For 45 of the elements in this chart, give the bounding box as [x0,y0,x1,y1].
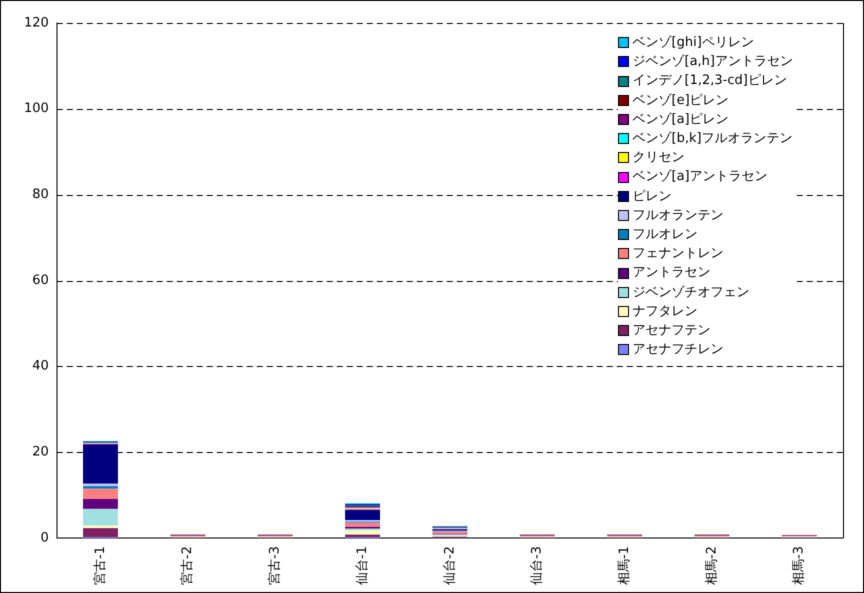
x-tick-label: 仙台-2 [442,546,458,586]
y-tick-label: 100 [24,101,49,116]
bar [345,530,380,535]
legend-label: ジベンゾ[a,h]アントラセン [632,53,793,72]
y-tick-label: 40 [32,358,49,374]
legend-label: ベンゾ[a]ピレン [632,110,729,129]
bar [345,534,380,538]
legend-label: ナフタレン [632,302,698,321]
bar [83,528,118,538]
x-tick-label: 相馬-2 [704,546,720,586]
legend-label: ベンゾ[b,k]フルオランテン [632,130,793,148]
y-tick-label: 20 [32,444,49,460]
bar [345,510,380,520]
x-tick-label: 相馬-3 [792,546,807,586]
bar [83,486,118,489]
legend-label: インデノ[1,2,3-cd]ピレン [632,72,787,90]
legend-label: ベンゾ[a]アントラセン [632,168,768,186]
legend-label: クリセン [632,149,685,168]
legend-label: ベンゾ[ghi]ペリレン [632,34,754,52]
legend-label: ピレン [632,188,672,206]
x-tick-label: 宮古-2 [179,546,196,586]
legend-label: アセナフテン [632,322,711,340]
legend-label: フルオレン [632,226,698,244]
legend-label: フェナントレン [632,245,724,264]
bar [83,484,118,486]
x-tick-label: 宮古-3 [266,546,283,586]
x-tick-label: 相馬-1 [616,546,632,586]
legend-label: アセナフチレン [632,341,724,360]
y-tick-label: 120 [24,15,49,30]
legend-label: ベンゾ[e]ピレン [632,92,729,110]
y-tick-label: 80 [32,187,49,202]
bar [345,522,380,527]
legend-label: フルオランテン [632,206,724,225]
bar [83,526,118,528]
bar [83,488,118,499]
bar [83,508,118,526]
legend-label: ジベンゾチオフェン [632,284,750,302]
legend-label: アントラセン [632,264,711,282]
x-tick-label: 仙台-3 [530,546,545,586]
bar [83,498,118,509]
bar [83,444,118,484]
y-tick-label: 0 [40,530,49,546]
y-tick-label: 60 [32,272,49,288]
x-tick-label: 宮古-1 [92,546,108,586]
x-tick-label: 仙台-1 [354,546,370,586]
